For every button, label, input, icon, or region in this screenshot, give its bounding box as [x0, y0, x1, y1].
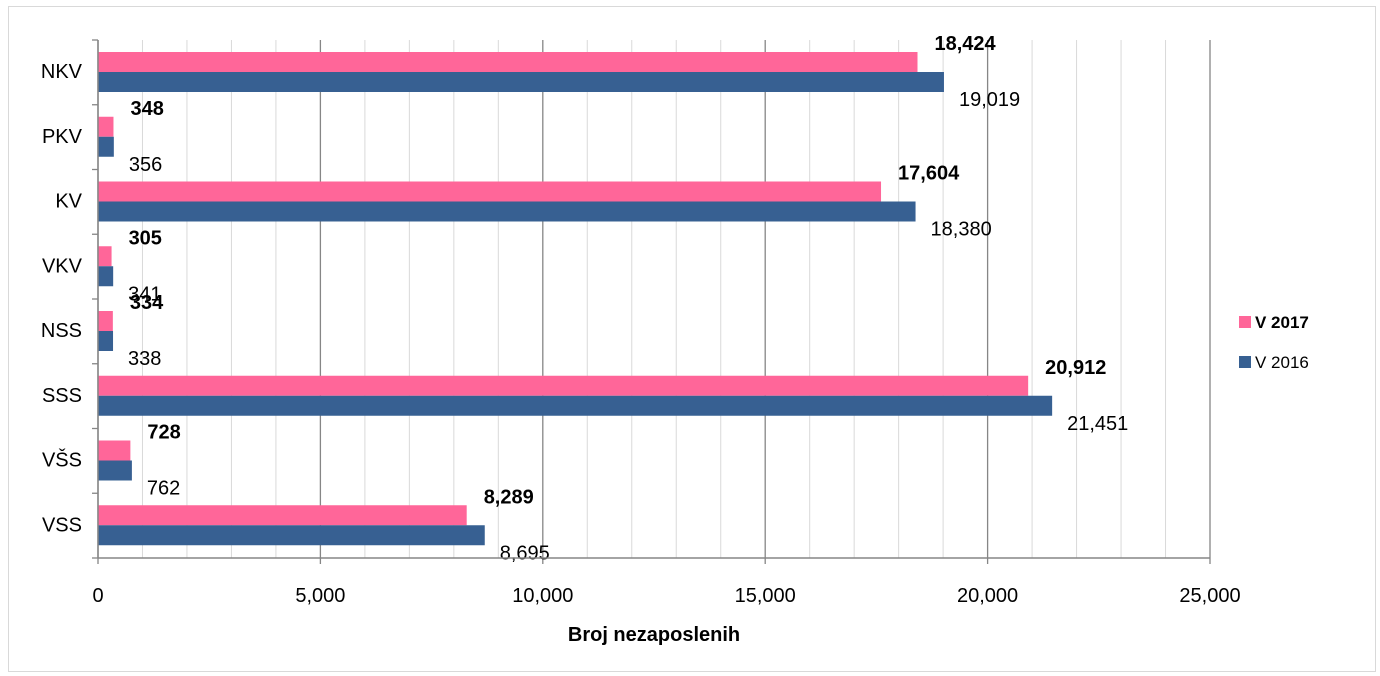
data-label: 18,424: [934, 33, 996, 55]
bar-v-2016: [98, 460, 132, 481]
bar-v-2017: [98, 116, 114, 137]
x-tick-label: 25,000: [1179, 585, 1240, 607]
data-label: 762: [147, 478, 180, 500]
data-label: 338: [128, 348, 161, 370]
bar-v-2017: [98, 52, 918, 72]
data-label: 21,451: [1067, 413, 1128, 435]
bar-v-2016: [98, 395, 1053, 416]
bar-v-2016: [98, 331, 114, 351]
category-label: VŠS: [42, 449, 82, 472]
category-label: NKV: [41, 61, 83, 83]
x-tick-label: 0: [92, 585, 103, 607]
bars: [98, 52, 1053, 546]
x-tick-label: 5,000: [295, 585, 345, 607]
data-label: 8,695: [500, 542, 550, 564]
data-label: 348: [130, 98, 163, 120]
bar-v-2017: [98, 181, 882, 202]
data-label: 17,604: [898, 163, 960, 185]
chart-frame: [8, 6, 1376, 672]
grid-lines: [97, 40, 1211, 564]
legend-swatch: [1239, 316, 1251, 328]
data-label: 341: [128, 283, 161, 305]
legend-label: V 2017: [1255, 313, 1309, 332]
category-label: VSS: [42, 514, 82, 536]
data-label: 18,380: [931, 219, 992, 241]
bar-v-2017: [98, 311, 113, 331]
bar-v-2016: [98, 266, 114, 287]
bar-v-2017: [98, 505, 467, 526]
bar-v-2016: [98, 72, 944, 92]
legend: V 2017 V 2016: [1239, 313, 1309, 372]
category-label: KV: [55, 191, 82, 213]
data-label: 19,019: [959, 89, 1020, 111]
data-label: 728: [147, 422, 180, 444]
category-label: PKV: [42, 126, 83, 148]
data-label: 356: [129, 154, 162, 176]
axes: 0 5,000 10,000 15,000 20,000 25,000 NKV PKV KV VK…: [41, 39, 1241, 607]
x-tick-label: 20,000: [957, 585, 1018, 607]
bar-v-2017: [98, 375, 1029, 396]
x-tick-label: 10,000: [512, 585, 573, 607]
data-label: 8,289: [484, 486, 534, 508]
legend-label: V 2016: [1255, 353, 1309, 372]
data-label: 305: [129, 227, 162, 249]
data-label: 20,912: [1045, 357, 1106, 379]
bar-v-2016: [98, 201, 916, 222]
category-label: NSS: [41, 320, 82, 342]
category-label: SSS: [42, 385, 82, 407]
category-label: VKV: [42, 255, 83, 277]
bar-v-2017: [98, 246, 112, 267]
legend-swatch: [1239, 356, 1251, 368]
bar-v-2016: [98, 136, 114, 157]
x-axis-title: Broj nezaposlenih: [568, 624, 740, 646]
data-label: 334: [130, 292, 164, 314]
bar-v-2016: [98, 525, 485, 546]
bar-v-2017: [98, 440, 131, 461]
x-tick-label: 15,000: [735, 585, 796, 607]
